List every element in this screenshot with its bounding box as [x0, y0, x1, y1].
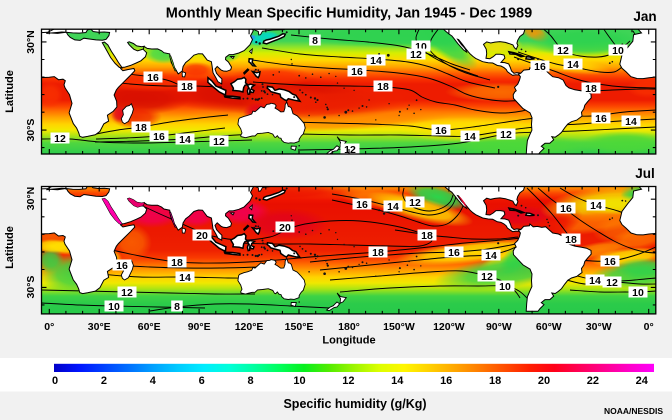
svg-text:10: 10 [612, 45, 624, 57]
svg-text:16: 16 [595, 113, 607, 125]
svg-text:18: 18 [565, 234, 577, 246]
svg-text:14: 14 [567, 59, 579, 71]
svg-text:16: 16 [116, 260, 128, 272]
svg-text:18: 18 [489, 375, 501, 387]
svg-text:Latitude: Latitude [4, 226, 16, 269]
svg-text:90°W: 90°W [486, 321, 512, 333]
svg-text:14: 14 [179, 272, 191, 284]
svg-text:14: 14 [387, 201, 399, 213]
svg-text:90°E: 90°E [188, 321, 211, 333]
svg-text:20: 20 [196, 230, 208, 242]
svg-text:Monthly Mean Specific Humidity: Monthly Mean Specific Humidity, Jan 1945… [166, 6, 532, 22]
svg-text:30°N: 30°N [25, 187, 37, 210]
svg-text:16: 16 [604, 256, 616, 268]
svg-text:12: 12 [606, 277, 618, 289]
svg-text:18: 18 [171, 257, 183, 269]
svg-text:20: 20 [279, 222, 291, 234]
svg-text:14: 14 [370, 55, 382, 67]
svg-text:18: 18 [372, 247, 384, 259]
svg-text:30°E: 30°E [88, 321, 111, 333]
svg-text:12: 12 [121, 287, 133, 299]
svg-text:30°S: 30°S [25, 276, 37, 299]
svg-text:12: 12 [54, 133, 66, 145]
svg-text:18: 18 [585, 83, 597, 95]
svg-text:Specific humidity (g/Kg): Specific humidity (g/Kg) [283, 397, 426, 411]
svg-text:8: 8 [312, 35, 318, 47]
svg-text:Jul: Jul [635, 166, 655, 181]
svg-text:16: 16 [534, 61, 546, 73]
svg-text:14: 14 [485, 250, 497, 262]
svg-text:180°: 180° [338, 321, 360, 333]
svg-text:16: 16 [435, 125, 447, 137]
svg-text:30°W: 30°W [586, 321, 612, 333]
svg-text:10: 10 [108, 301, 120, 313]
svg-text:14: 14 [179, 134, 191, 146]
svg-text:Jan: Jan [633, 9, 656, 24]
svg-text:120°W: 120°W [433, 321, 465, 333]
svg-text:150°E: 150°E [285, 321, 314, 333]
svg-text:30°N: 30°N [25, 30, 37, 53]
svg-text:150°W: 150°W [383, 321, 415, 333]
svg-text:14: 14 [625, 116, 637, 128]
svg-text:0°: 0° [644, 321, 654, 333]
svg-text:60°W: 60°W [536, 321, 562, 333]
svg-text:60°E: 60°E [138, 321, 161, 333]
svg-text:2: 2 [101, 375, 107, 387]
svg-text:12: 12 [557, 45, 569, 57]
svg-text:16: 16 [356, 199, 368, 211]
svg-text:12: 12 [409, 197, 421, 209]
svg-text:8: 8 [174, 301, 180, 313]
svg-text:6: 6 [199, 375, 205, 387]
svg-text:16: 16 [153, 131, 165, 143]
svg-text:12: 12 [500, 129, 512, 141]
svg-text:22: 22 [587, 375, 599, 387]
svg-text:14: 14 [464, 131, 476, 143]
svg-text:18: 18 [181, 81, 193, 93]
svg-text:NOAA/NESDIS: NOAA/NESDIS [604, 406, 663, 416]
svg-text:8: 8 [248, 375, 254, 387]
svg-text:14: 14 [589, 275, 601, 287]
svg-text:12: 12 [344, 144, 356, 156]
svg-text:Latitude: Latitude [4, 70, 16, 113]
svg-text:18: 18 [421, 230, 433, 242]
svg-text:16: 16 [147, 72, 159, 84]
svg-text:0: 0 [52, 375, 58, 387]
svg-text:18: 18 [135, 122, 147, 134]
svg-text:18: 18 [377, 81, 389, 93]
svg-text:10: 10 [499, 281, 511, 293]
svg-text:16: 16 [440, 375, 452, 387]
svg-text:12: 12 [342, 375, 354, 387]
svg-text:16: 16 [351, 66, 363, 78]
svg-text:10: 10 [632, 287, 644, 299]
svg-text:24: 24 [636, 375, 649, 387]
svg-text:12: 12 [481, 271, 493, 283]
svg-text:12: 12 [410, 49, 422, 61]
svg-text:12: 12 [213, 136, 225, 148]
svg-text:Longitude: Longitude [322, 335, 375, 347]
svg-text:16: 16 [448, 247, 460, 259]
svg-text:4: 4 [150, 375, 157, 387]
svg-text:10: 10 [415, 41, 427, 53]
svg-text:10: 10 [293, 375, 305, 387]
svg-text:14: 14 [590, 200, 602, 212]
svg-text:14: 14 [391, 375, 404, 387]
svg-text:120°E: 120°E [235, 321, 264, 333]
svg-text:30°S: 30°S [25, 119, 37, 142]
svg-text:20: 20 [538, 375, 550, 387]
svg-text:16: 16 [560, 203, 572, 215]
svg-text:0°: 0° [44, 321, 54, 333]
